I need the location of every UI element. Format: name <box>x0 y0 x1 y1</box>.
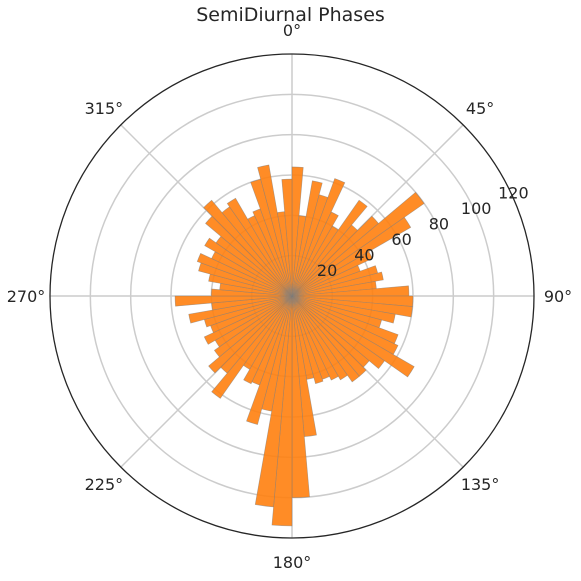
chart-title: SemiDiurnal Phases <box>196 4 385 26</box>
radial-tick-label-100: 100 <box>461 199 492 218</box>
bars-layer <box>174 164 425 527</box>
bar-35deg <box>291 199 368 297</box>
bar-160deg <box>291 295 324 385</box>
bar-255deg <box>188 295 293 324</box>
bar-75deg <box>291 271 384 297</box>
bar-55deg <box>291 216 412 297</box>
bar-225deg <box>208 295 293 374</box>
angle-tick-label-270: 270° <box>7 287 46 306</box>
angle-tick-label-0: 0° <box>283 21 301 40</box>
labels-layer: 0° 45° 90° 135° 180° 225° 270° 315° 20 40 60 80 100 1… <box>7 21 572 572</box>
radial-tick-label-20: 20 <box>317 261 337 280</box>
bar-345deg <box>257 164 293 297</box>
bar-215deg <box>211 295 293 399</box>
bar-150deg <box>291 295 339 381</box>
bar-120deg <box>291 295 415 378</box>
bar-140deg <box>291 295 360 383</box>
bar-230deg <box>213 295 293 358</box>
angle-tick-label-45: 45° <box>466 99 494 118</box>
radial-tick-label-120: 120 <box>498 184 529 203</box>
polar-frame <box>49 53 535 539</box>
bar-290deg <box>196 252 293 297</box>
bar-125deg <box>291 295 385 370</box>
bar-25deg <box>291 211 339 297</box>
bar-20deg <box>291 178 346 297</box>
radial-tick-label-80: 80 <box>429 215 449 234</box>
angle-tick-label-90: 90° <box>544 287 572 306</box>
angle-tick-label-315: 315° <box>85 99 124 118</box>
outer-layer <box>49 53 535 539</box>
bar-325deg <box>226 197 293 297</box>
bar-145deg <box>291 295 348 381</box>
bar-265deg <box>174 295 293 307</box>
radial-tick-label-60: 60 <box>391 230 411 249</box>
bar-315deg <box>203 199 293 297</box>
angle-tick-label-225: 225° <box>85 475 124 494</box>
radial-tick-label-40: 40 <box>354 245 374 264</box>
bar-205deg <box>243 295 293 385</box>
angle-tick-label-180: 180° <box>273 553 312 572</box>
bar-60deg <box>291 251 373 297</box>
angle-tick-label-135: 135° <box>461 475 500 494</box>
bar-300deg <box>204 237 293 297</box>
bar-240deg <box>203 295 293 345</box>
bar-355deg <box>281 178 293 297</box>
bar-50deg <box>291 191 425 297</box>
